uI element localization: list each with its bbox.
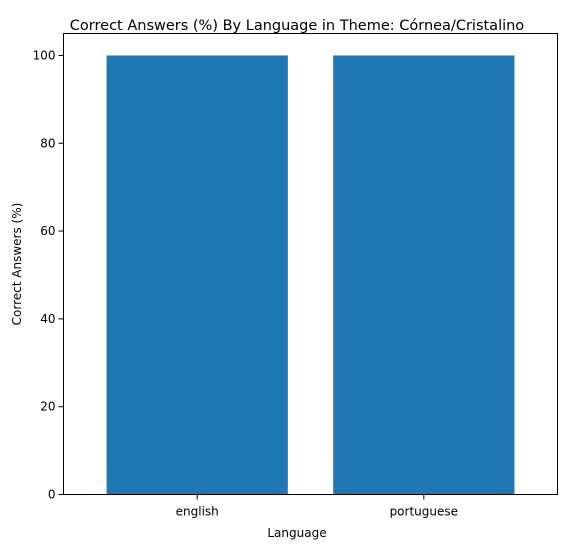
- y-axis-label: Correct Answers (%): [10, 203, 24, 326]
- x-axis: english portuguese: [176, 495, 458, 519]
- bar-english: [107, 55, 288, 494]
- y-tick-label: 100: [33, 48, 56, 62]
- bar-portuguese: [333, 55, 514, 494]
- plot-area: [107, 55, 515, 494]
- y-tick-label: 60: [40, 224, 55, 238]
- y-tick-label: 0: [48, 488, 56, 502]
- y-axis: 0 20 40 60 80 100: [33, 48, 64, 501]
- y-tick-label: 40: [40, 312, 55, 326]
- chart-title: Correct Answers (%) By Language in Theme…: [70, 18, 525, 34]
- x-tick-label-portuguese: portuguese: [390, 505, 458, 519]
- y-tick-label: 20: [40, 400, 55, 414]
- x-axis-label: Language: [267, 526, 326, 540]
- x-tick-label-english: english: [176, 505, 219, 519]
- y-tick-label: 80: [40, 136, 55, 150]
